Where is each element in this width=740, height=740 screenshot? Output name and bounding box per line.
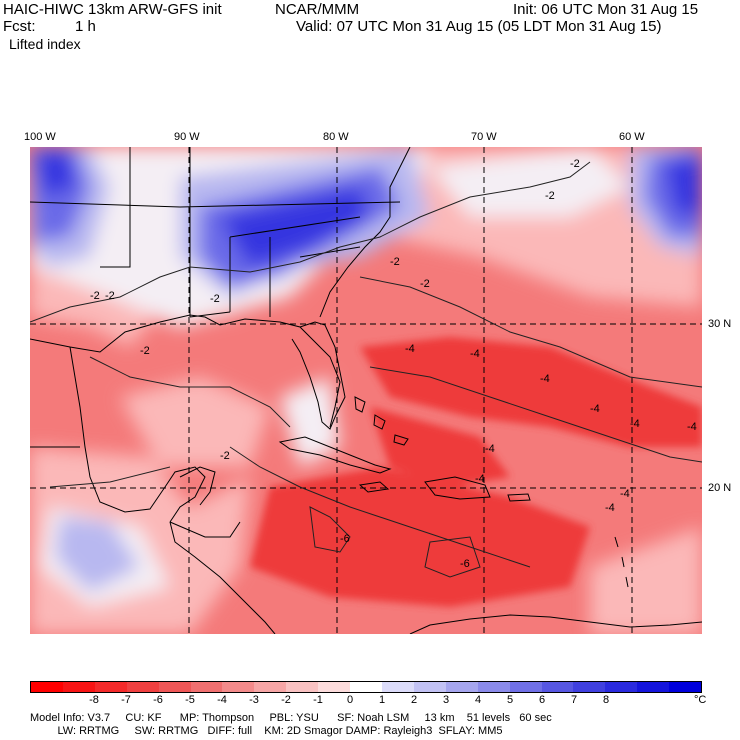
org-title: NCAR/MMM [275, 1, 360, 18]
contour-label: -2 [220, 450, 230, 462]
colorbar-tick-label: 6 [538, 694, 546, 706]
colorbar-swatch [573, 682, 606, 692]
lon-label-90w: 90 W [174, 131, 200, 143]
contour-label: -4 [620, 488, 630, 500]
colorbar-swatch [445, 682, 478, 692]
contour-label: -4 [687, 421, 697, 433]
init-time: Init: 06 UTC Mon 31 Aug 15 [513, 1, 699, 18]
fcst-label: Fcst: [3, 18, 36, 35]
colorbar-tick-label: 3 [442, 694, 450, 706]
colorbar-swatch [381, 682, 414, 692]
colorbar-swatch [286, 682, 319, 692]
contours [30, 161, 702, 578]
colorbar-tick-label: -8 [89, 694, 99, 706]
contour-label: -4 [485, 443, 495, 455]
colorbar-tick-label: 2 [410, 694, 418, 706]
map-canvas: -2 -2 -2 -2 -2 -2 -2 -2 -4 -4 -4 -4 -4 -4 -4 -4 -4 -6 -6 -2… [30, 147, 702, 634]
contour-label: -2 [90, 290, 100, 302]
contour-label: -4 [540, 373, 550, 385]
contour-label: -2 [390, 256, 400, 268]
colorbar-tick-label: -3 [249, 694, 259, 706]
contour-label: -2 [105, 290, 115, 302]
colorbar-swatch [190, 682, 223, 692]
colorbar-tick-label: 0 [346, 694, 354, 706]
fcst-value: 1 h [75, 18, 96, 35]
field-name: Lifted index [9, 36, 81, 52]
colorbar-tick-label: -7 [121, 694, 131, 706]
lon-label-100w: 100 W [24, 131, 56, 143]
contour-label: -4 [605, 502, 615, 514]
colorbar-swatch [605, 682, 638, 692]
colorbar-swatch [31, 682, 63, 692]
colorbar-swatch [509, 682, 542, 692]
colorbar-swatch [94, 682, 127, 692]
colorbar-tick-label: 7 [570, 694, 578, 706]
lifted-index-map: -2 -2 -2 -2 -2 -2 -2 -2 -4 -4 -4 -4 -4 -4 -4 -4 -4 -6 -6 -2… [30, 147, 702, 634]
contour-label: -2 [140, 345, 150, 357]
colorbar-swatch [318, 682, 351, 692]
colorbar-tick-label: 5 [506, 694, 514, 706]
contour-labels: -2 -2 -2 -2 -2 -2 -2 -2 -4 -4 -4 -4 -4 -4 -4 -4 -4 -6 -6 -2… [90, 158, 697, 570]
model-info-line1: Model Info: V3.7 CU: KF MP: Thompson PBL… [30, 712, 552, 724]
colorbar-tick-label: -2 [281, 694, 291, 706]
contour-label: -4 [470, 348, 480, 360]
colorbar-tick-label: 4 [474, 694, 482, 706]
contour-label: -2 [545, 190, 555, 202]
colorbar-unit: °C [694, 694, 707, 706]
contour-label: -2 [570, 158, 580, 170]
contour-label: -6 [460, 558, 470, 570]
colorbar [30, 681, 702, 693]
colorbar-swatch [158, 682, 191, 692]
lon-label-80w: 80 W [323, 131, 349, 143]
contour-label: -4 [630, 418, 640, 430]
field-strong-negative [250, 337, 702, 607]
contour-label: -4 [475, 473, 485, 485]
colorbar-tick-label: -4 [217, 694, 227, 706]
colorbar-swatch [254, 682, 287, 692]
colorbar-swatch [477, 682, 510, 692]
contour-label: -6 [340, 533, 350, 545]
lon-label-60w: 60 W [619, 131, 645, 143]
contour-label: -2 [210, 293, 220, 305]
colorbar-swatch [541, 682, 574, 692]
colorbar-swatch [222, 682, 255, 692]
valid-time: Valid: 07 UTC Mon 31 Aug 15 (05 LDT Mon … [296, 18, 662, 35]
lon-label-70w: 70 W [471, 131, 497, 143]
colorbar-labels: -8 -7 -6 -5 -4 -3 -2 -1 0 1 2 3 4 5 6 7 8 [30, 694, 702, 706]
colorbar-tick-label: -1 [313, 694, 323, 706]
lat-label-30n: 30 N [708, 318, 732, 330]
colorbar-tick-label: 1 [378, 694, 386, 706]
model-title: HAIC-HIWC 13km ARW-GFS init [3, 1, 222, 18]
colorbar-swatch [62, 682, 95, 692]
contour-label: -4 [590, 403, 600, 415]
colorbar-swatch [669, 682, 702, 692]
colorbar-swatch [637, 682, 670, 692]
colorbar-swatch [350, 682, 382, 692]
colorbar-tick-label: 8 [602, 694, 610, 706]
field-shading [30, 147, 702, 634]
lat-label-20n: 20 N [708, 482, 732, 494]
coastlines [30, 147, 702, 634]
colorbar-tick-label: -6 [153, 694, 163, 706]
colorbar-swatch [126, 682, 159, 692]
colorbar-tick-label: -5 [185, 694, 195, 706]
model-info-line2: LW: RRTMG SW: RRTMG DIFF: full KM: 2D Sm… [30, 725, 503, 737]
contour-label: -4 [405, 343, 415, 355]
lat-lon-grid [30, 147, 702, 634]
colorbar-swatch [413, 682, 446, 692]
contour-label: -2 [420, 278, 430, 290]
